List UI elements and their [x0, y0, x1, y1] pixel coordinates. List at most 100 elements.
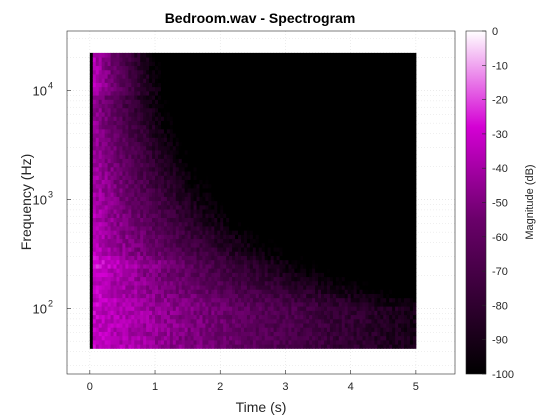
heatmap-cell	[273, 99, 278, 105]
heatmap-cell	[288, 158, 292, 164]
heatmap-cell	[276, 78, 281, 83]
heatmap-cell	[226, 116, 230, 121]
heatmap-cell	[140, 137, 144, 143]
heatmap-cell	[89, 124, 94, 130]
heatmap-cell	[205, 314, 209, 320]
heatmap-cell	[110, 230, 115, 235]
heatmap-cell	[131, 196, 135, 202]
heatmap-cell	[249, 95, 254, 100]
heatmap-cell	[187, 116, 192, 121]
heatmap-cell	[297, 166, 301, 172]
heatmap-cell	[101, 276, 106, 282]
heatmap-cell	[249, 280, 254, 286]
heatmap-cell	[128, 285, 132, 290]
heatmap-cell	[149, 154, 153, 159]
heatmap-cell	[243, 103, 248, 109]
heatmap-cell	[205, 73, 209, 79]
heatmap-cell	[175, 166, 180, 172]
heatmap-cell	[252, 285, 257, 290]
heatmap-cell	[101, 242, 106, 248]
heatmap-cell	[193, 310, 198, 316]
heatmap-cell	[220, 78, 224, 83]
heatmap-cell	[220, 86, 224, 92]
heatmap-cell	[128, 120, 132, 126]
heatmap-cell	[89, 158, 94, 164]
heatmap-cell	[107, 124, 112, 130]
heatmap-cell	[184, 86, 189, 92]
heatmap-cell	[181, 339, 186, 345]
heatmap-cell	[252, 297, 257, 303]
heatmap-cell	[155, 65, 159, 71]
heatmap-cell	[297, 255, 301, 261]
heatmap-cell	[107, 52, 112, 58]
heatmap-cell	[149, 187, 153, 193]
heatmap-cell	[264, 339, 269, 345]
heatmap-cell	[273, 103, 278, 109]
heatmap-cell	[196, 293, 200, 299]
heatmap-cell	[214, 57, 218, 62]
heatmap-cell	[143, 90, 147, 96]
heatmap-cell	[101, 323, 106, 328]
heatmap-cell	[172, 107, 177, 113]
heatmap-cell	[190, 196, 195, 202]
heatmap-cell	[267, 255, 272, 261]
heatmap-cell	[291, 335, 295, 341]
heatmap-cell	[110, 255, 115, 261]
heatmap-cell	[128, 65, 132, 71]
heatmap-cell	[199, 331, 203, 337]
heatmap-cell	[113, 145, 117, 151]
heatmap-cell	[155, 230, 159, 235]
heatmap-cell	[158, 230, 162, 235]
heatmap-cell	[297, 149, 301, 155]
heatmap-cell	[116, 69, 120, 75]
heatmap-cell	[193, 301, 198, 307]
heatmap-cell	[273, 145, 278, 151]
heatmap-cell	[101, 314, 106, 320]
heatmap-cell	[175, 314, 180, 320]
heatmap-cell	[285, 166, 289, 172]
heatmap-cell	[297, 323, 301, 328]
heatmap-cell	[125, 124, 129, 130]
heatmap-cell	[279, 90, 283, 96]
heatmap-cell	[175, 175, 180, 180]
heatmap-cell	[143, 120, 147, 126]
heatmap-cell	[232, 301, 236, 307]
heatmap-cell	[249, 339, 254, 345]
heatmap-cell	[101, 145, 106, 151]
heatmap-cell	[196, 103, 200, 109]
heatmap-cell	[261, 314, 266, 320]
heatmap-cell	[252, 111, 257, 117]
heatmap-cell	[89, 217, 94, 223]
heatmap-cell	[101, 103, 106, 109]
heatmap-cell	[243, 310, 248, 316]
heatmap-cell	[196, 318, 200, 324]
heatmap-cell	[98, 247, 103, 252]
heatmap-cell	[166, 276, 171, 282]
heatmap-cell	[98, 285, 103, 290]
heatmap-cell	[238, 297, 242, 303]
heatmap-cell	[229, 90, 233, 96]
heatmap-cell	[178, 145, 183, 151]
heatmap-cell	[243, 289, 248, 294]
heatmap-cell	[184, 73, 189, 79]
heatmap-cell	[270, 166, 275, 172]
heatmap-cell	[175, 323, 180, 328]
heatmap-cell	[119, 99, 123, 105]
heatmap-cell	[243, 285, 248, 290]
heatmap-cell	[137, 158, 141, 164]
heatmap-cell	[223, 179, 227, 185]
heatmap-cell	[166, 221, 171, 227]
heatmap-cell	[169, 209, 174, 214]
heatmap-cell	[243, 128, 248, 134]
heatmap-cell	[267, 107, 272, 113]
heatmap-cell	[291, 310, 295, 316]
heatmap-cell	[285, 301, 289, 307]
heatmap-cell	[172, 318, 177, 324]
heatmap-cell	[246, 171, 251, 176]
heatmap-cell	[249, 111, 254, 117]
heatmap-cell	[169, 318, 174, 324]
heatmap-cell	[160, 230, 165, 235]
heatmap-cell	[199, 171, 203, 176]
heatmap-cell	[288, 331, 292, 337]
heatmap-cell	[223, 225, 227, 231]
